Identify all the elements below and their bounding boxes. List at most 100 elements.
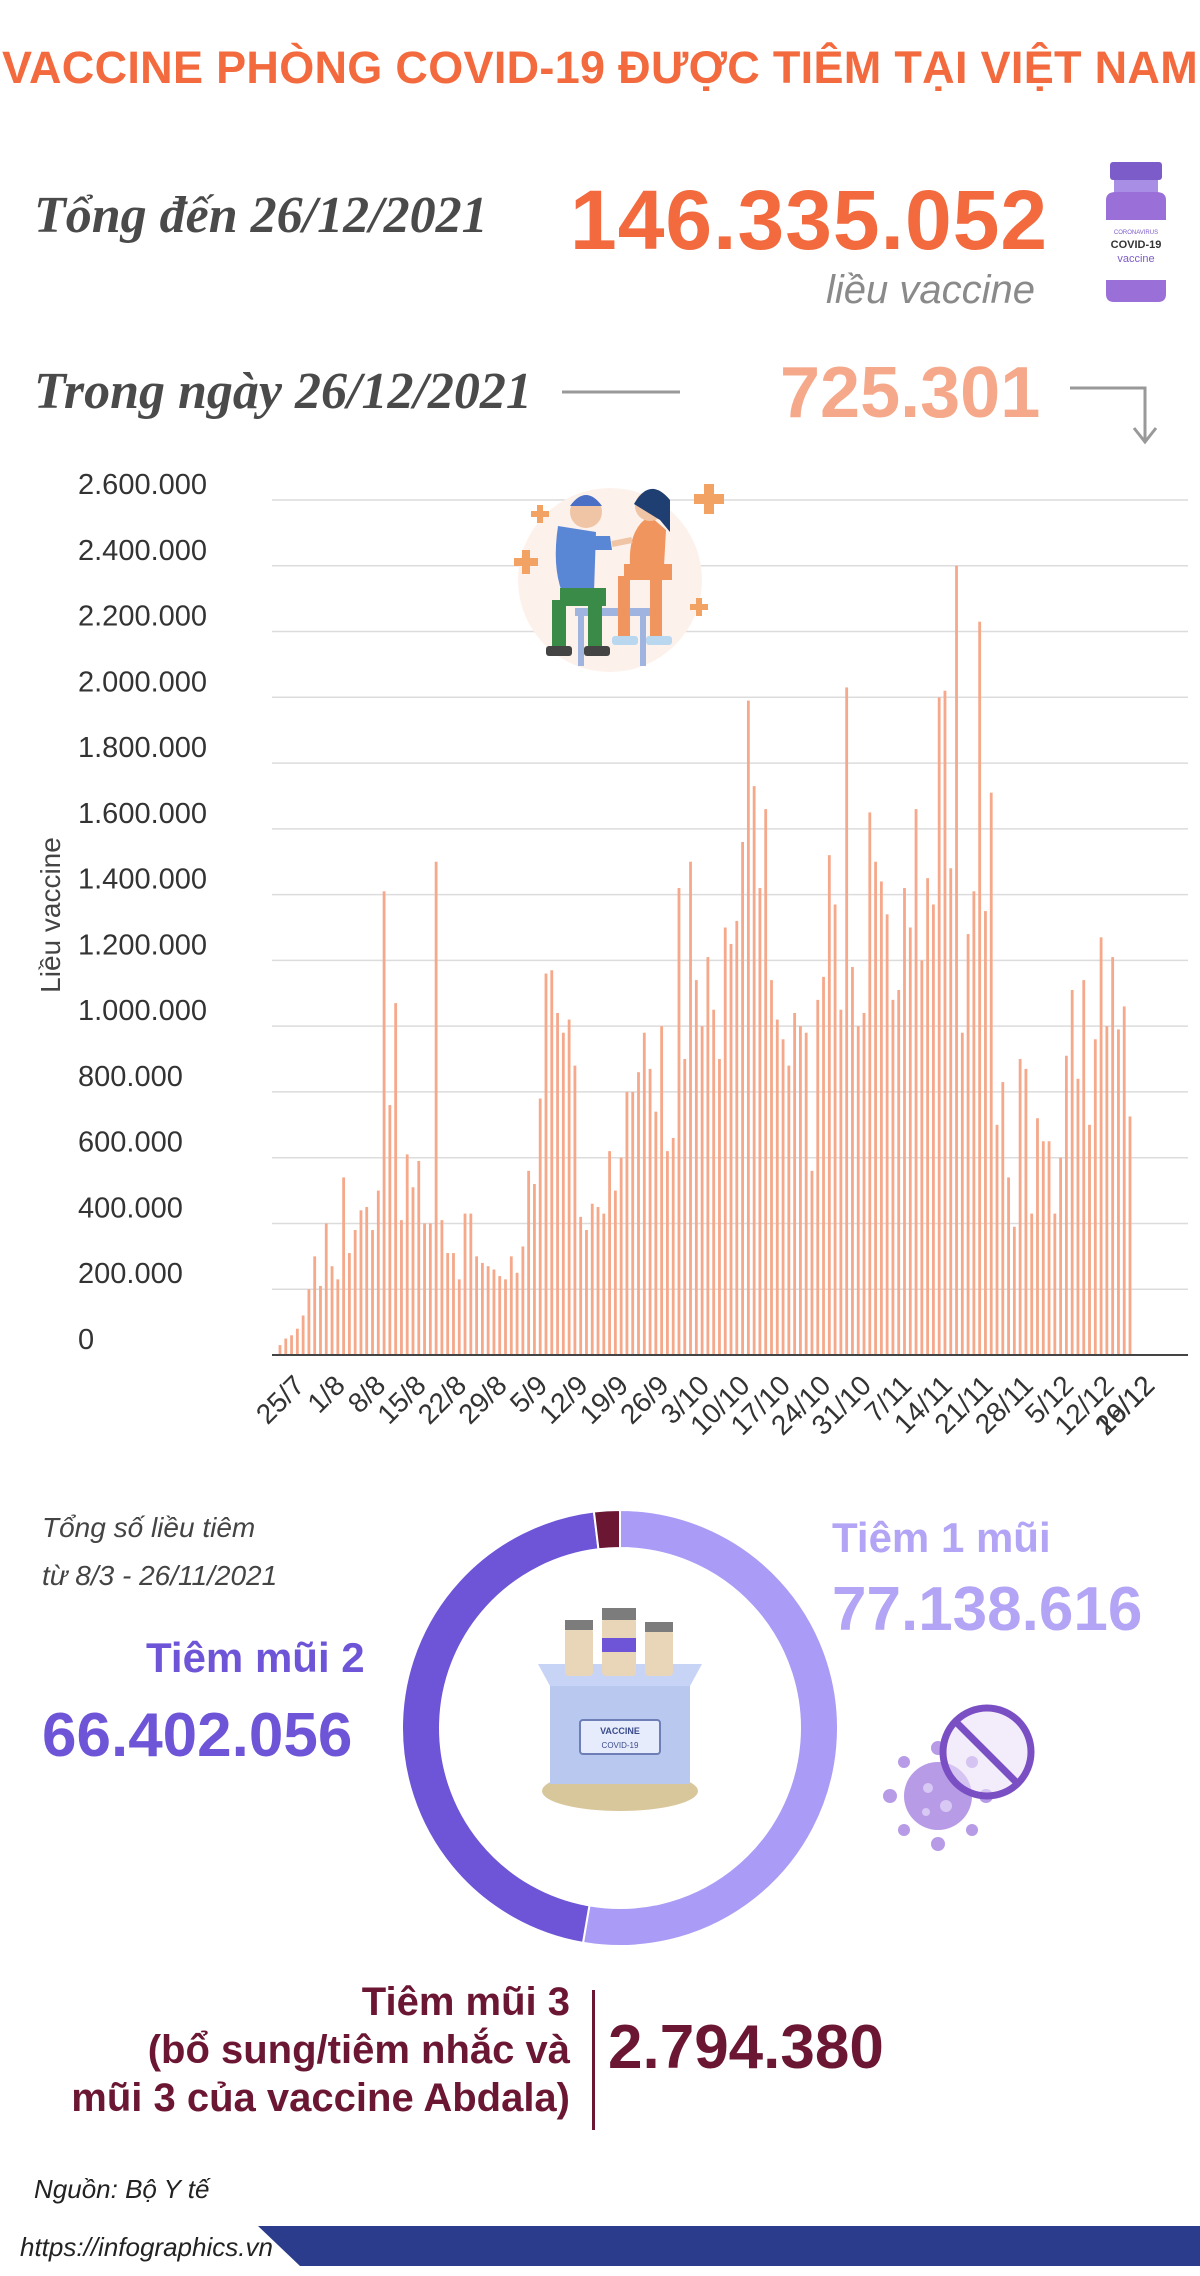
chart-bar [590, 1203, 594, 1355]
chart-bar [741, 842, 744, 1355]
dose3-label-line2: (bổ sung/tiêm nhắc và [147, 2028, 570, 2072]
chart-bar [729, 943, 733, 1355]
chart-bar [804, 1032, 808, 1355]
chart-bar [1122, 1006, 1126, 1355]
chart-bar [619, 1157, 623, 1355]
vial-text-2: COVID-19 [1111, 239, 1162, 251]
chart-bar [932, 904, 935, 1355]
chart-bar [1047, 1141, 1051, 1355]
chart-x-tick-labels: 25/71/88/815/822/829/85/912/919/926/93/1… [250, 1369, 1160, 1440]
chart-bar [498, 1276, 502, 1355]
chart-bar [827, 855, 831, 1355]
source-note: Nguồn: Bộ Y tế [34, 2174, 210, 2204]
chart-bar [799, 1026, 802, 1355]
chart-bar [290, 1335, 293, 1355]
chart-bar [868, 812, 872, 1355]
chart-bar [527, 1170, 531, 1355]
chart-y-tick-label: 1.800.000 [78, 732, 207, 764]
chart-bar [926, 878, 930, 1355]
chart-y-tick-label: 2.000.000 [78, 666, 207, 698]
footer-url-tab [0, 2226, 300, 2266]
website-link[interactable]: https://infographics.vn [20, 2232, 273, 2262]
chart-bar [920, 960, 924, 1355]
chart-bar [469, 1213, 473, 1355]
chart-bar [822, 976, 825, 1355]
chart-y-tick-label: 800.000 [78, 1061, 183, 1093]
chart-bar [746, 700, 750, 1355]
chart-bar [885, 914, 889, 1355]
dose3-divider [592, 1990, 595, 2130]
chart-bar [793, 1013, 797, 1355]
donut-caption: Tổng số liều tiêm từ 8/3 - 26/11/2021 [42, 1504, 277, 1600]
chart-bar [879, 881, 883, 1355]
chart-bar [533, 1184, 536, 1355]
doses-donut-chart: VACCINE COVID-19 [401, 1508, 839, 1947]
chart-bar [972, 891, 976, 1355]
chart-bar [706, 957, 710, 1355]
chart-bar [625, 1091, 629, 1355]
chart-bar [995, 1124, 999, 1355]
chart-bar [434, 861, 438, 1355]
chart-bar [654, 1111, 658, 1355]
chart-bar [440, 1220, 444, 1355]
chart-bar [1088, 1124, 1091, 1355]
chart-bar [775, 1019, 779, 1355]
chart-bar [943, 690, 947, 1355]
chart-y-tick-label: 400.000 [78, 1192, 183, 1224]
chart-bar [463, 1213, 467, 1355]
chart-bar [816, 999, 820, 1355]
chart-bar [642, 1032, 646, 1355]
chart-bar [978, 621, 982, 1355]
chart-bar [388, 1105, 392, 1355]
chart-bar [1082, 980, 1086, 1355]
chart-bar [1093, 1039, 1097, 1355]
chart-bar [509, 1256, 513, 1355]
chart-bar [787, 1065, 791, 1355]
box-label-2: COVID-19 [602, 1741, 639, 1750]
chart-bar [515, 1272, 519, 1355]
chart-bar [295, 1328, 299, 1355]
chart-bar [856, 1026, 860, 1355]
chart-bar [336, 1279, 340, 1355]
chart-bar [417, 1160, 421, 1355]
chart-bar [550, 970, 554, 1355]
chart-bar [411, 1187, 415, 1355]
chart-bar [613, 1190, 617, 1355]
chart-bar [544, 973, 548, 1355]
donut-slice-dose2 [401, 1510, 600, 1944]
chart-bar [486, 1266, 490, 1355]
chart-bar [561, 1032, 565, 1355]
chart-bar [585, 1230, 588, 1355]
chart-y-tick-label: 1.200.000 [78, 929, 207, 961]
chart-y-tick-label: 2.400.000 [78, 535, 207, 567]
chart-bar [984, 911, 987, 1355]
dose3-value: 2.794.380 [608, 2013, 884, 2082]
chart-bar [480, 1262, 484, 1355]
daily-connector-lines [562, 386, 1158, 445]
chart-bar [700, 1026, 704, 1355]
donut-slice-dose3 [592, 1508, 621, 1551]
chart-bar [758, 888, 762, 1355]
chart-bar [1111, 957, 1115, 1355]
chart-bar [891, 999, 895, 1355]
chart-y-tick-label: 600.000 [78, 1127, 183, 1159]
vaccine-box-icon: VACCINE COVID-19 [538, 1608, 702, 1784]
chart-bar [1036, 1118, 1039, 1355]
plus-icon [514, 484, 724, 616]
chart-bar [694, 980, 698, 1355]
chart-bar [301, 1315, 305, 1355]
chart-bars [278, 565, 1132, 1355]
chart-bar [949, 868, 953, 1355]
chart-bar [1117, 1029, 1120, 1355]
dose2-label: Tiêm mũi 2 [146, 1634, 365, 1681]
vial-text-1: CORONAVIRUS [1114, 230, 1158, 236]
chart-bar [1007, 1177, 1010, 1355]
chart-y-tick-label: 1.400.000 [78, 864, 207, 896]
chart-bar [1012, 1226, 1016, 1355]
chart-bar [660, 1026, 664, 1355]
chart-bar [1070, 989, 1074, 1355]
chart-bar [752, 786, 756, 1355]
chart-bar [1064, 1055, 1068, 1355]
chart-bar [319, 1285, 322, 1355]
chart-bar [1105, 1026, 1109, 1355]
